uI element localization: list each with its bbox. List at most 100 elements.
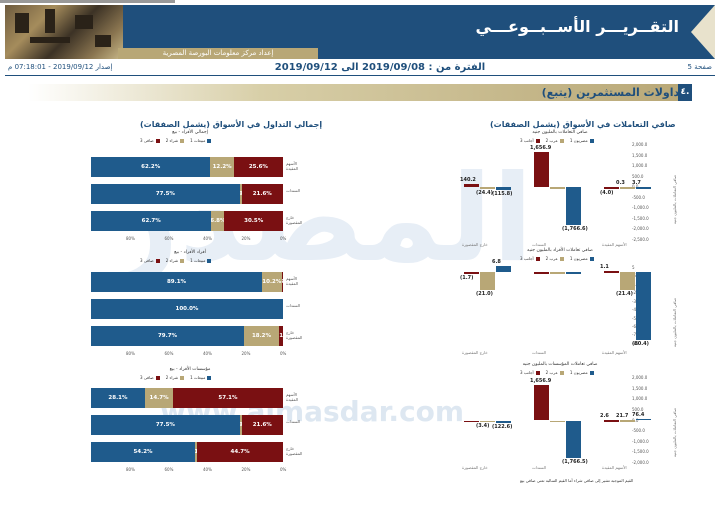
bar-segment-net: 0.7% [281, 272, 283, 292]
y-axis-tick: 0.0 [632, 184, 658, 189]
bar-segment-net: 30.5% [224, 211, 283, 231]
bar-segment-sell: 79.7% [91, 326, 245, 346]
y-axis-title: صافي التعاملات بالمليون جنيه [672, 408, 677, 458]
net-column-arabs [550, 272, 565, 274]
zero-line [0, 1, 175, 2]
report-title: التقــريـــر الأســبــوعـــي [475, 17, 679, 36]
net-column-egyptians [636, 272, 651, 340]
column-value-label: (115.8) [492, 190, 513, 197]
legend-item: مصريون 1 [570, 370, 594, 375]
category-label: خارج المقصورة [462, 242, 488, 247]
right-chart-subtitle: صافي التعاملات بالمليون جنيه [532, 130, 588, 135]
y-axis-tick: -500.0 [632, 428, 645, 434]
net-column-foreigners [464, 272, 479, 274]
net-column-foreigners [604, 420, 619, 422]
y-axis-tick: -1,000.0 [632, 205, 649, 211]
bar-row-label: الأسهم المقيدة [286, 276, 299, 286]
net-column-foreigners [534, 385, 549, 421]
legend-item: أجانب 3 [520, 370, 540, 375]
legend-item: عرب 2 [546, 138, 564, 143]
legend-item: شراء 2 [166, 138, 185, 143]
net-column-egyptians [566, 187, 581, 225]
stacked-bar-row: 28.1% 14.7% 57.1% [91, 388, 283, 408]
legend-swatch [559, 139, 564, 143]
legend-item: أجانب 3 [520, 256, 540, 261]
bar-row-label: الأسهم المقيدة [286, 392, 299, 402]
axis-tick-label: 20% [241, 467, 251, 472]
left-chart-legend: صافى 3 شراء 2 مبيعات 1 [140, 375, 212, 380]
y-axis-tick: -1,000.0 [632, 438, 649, 444]
legend-item: عرب 2 [546, 370, 564, 375]
bar-segment-net: 25.6% [233, 157, 283, 177]
y-axis-tick: 2,000.0 [632, 142, 648, 147]
legend-item: مصريون 1 [570, 256, 594, 261]
legend-swatch [155, 139, 160, 143]
legend-item: أجانب 3 [520, 138, 540, 143]
stacked-bar-row: 77.5%0.9%21.6% [91, 184, 283, 204]
column-value-label: (1,766.5) [562, 459, 588, 466]
net-column-egyptians [636, 418, 651, 421]
stacked-bar-row: 79.7%18.2%2.1% [91, 326, 283, 346]
y-axis-tick: 500.0 [632, 406, 644, 412]
bar-row-label: السندات [286, 188, 301, 193]
y-axis-tick: -85 [632, 340, 639, 346]
category-label: الأسهم المقيدة [602, 242, 627, 247]
legend-item: مبيعات 1 [190, 375, 212, 380]
axis-tick-label: 60% [164, 351, 174, 356]
net-column-foreigners [604, 271, 619, 273]
column-value-label: 1.1 [600, 264, 609, 271]
stacked-bar-row: 62.7%6.8%30.5% [91, 211, 283, 231]
bar-segment-net: 21.6% [241, 184, 283, 204]
y-axis-tick: -35 [632, 299, 658, 304]
bar-segment-net: 44.7% [197, 442, 283, 462]
net-column-egyptians [566, 420, 581, 459]
column-value-label: 6.8 [492, 259, 501, 266]
column-value-label: (4.0) [600, 189, 614, 196]
bar-segment-sell: 54.2% [91, 442, 196, 462]
bar-row-label: السندات [286, 419, 301, 424]
legend-item: صافى 3 [140, 375, 160, 380]
stacked-bar-row: 89.1%10.2%0.7% [91, 272, 283, 292]
stacked-bar-row: 54.2%1.1%44.7% [91, 442, 283, 462]
report-subtitle: إعداد مركز معلومات البورصة المصرية [118, 48, 318, 59]
legend-swatch [155, 259, 160, 263]
bar-segment-net: 21.6% [241, 415, 283, 435]
left-chart-subtitle: إجمالي الأفراد - بيع [172, 130, 208, 135]
column-value-label: (21.4) [616, 291, 633, 298]
bar-segment-sell: 62.2% [91, 157, 211, 177]
bar-segment-buy: 0.9% [239, 184, 242, 204]
y-axis-tick: -1,500.0 [632, 215, 649, 221]
bar-segment-sell: 89.1% [91, 272, 263, 292]
net-column-foreigners [534, 272, 549, 274]
legend-swatch [589, 139, 594, 143]
legend-item: شراء 2 [166, 258, 185, 263]
bar-segment-sell: 100.0% [91, 299, 283, 319]
column-value-label: (1,766.6) [562, 225, 588, 232]
column-value-label: 140.2 [460, 177, 476, 184]
y-axis-title: صافي التعاملات بالمليون جنيه [672, 175, 677, 225]
axis-tick-label: 60% [164, 467, 174, 472]
net-column-arabs [550, 420, 565, 422]
y-axis-tick: -1,500.0 [632, 449, 649, 455]
column-value-label: (122.6) [492, 424, 513, 431]
axis-tick-label: 80% [126, 467, 135, 472]
bar-segment-sell: 28.1% [91, 388, 145, 408]
right-chart-legend: أجانب 3 عرب 2 مصريون 1 [520, 256, 594, 261]
axis-tick-label: 80% [126, 351, 135, 356]
legend-swatch [207, 259, 212, 263]
axis-tick-label: 60% [164, 236, 174, 241]
stacked-bar-row: 62.2% 12.2% 25.6% [91, 157, 283, 177]
legend-item: صافى 3 [140, 258, 160, 263]
axis-tick-label: 20% [241, 236, 251, 241]
y-axis-tick: -75 [632, 332, 658, 337]
left-panel-title: إجمالي التداول في الأسواق (يشمل الصفقات) [140, 120, 323, 129]
bar-segment-buy: 1.1% [195, 442, 198, 462]
right-chart-subtitle: صافي تعاملات المؤسسات بالمليون جنيه [522, 362, 598, 367]
y-axis-tick: -15 [632, 282, 658, 287]
right-chart-subtitle: صافي تعاملات الأفراد بالمليون جنيه [527, 248, 593, 253]
axis-tick-label: 0% [280, 351, 287, 356]
column-value-label: (1.7) [460, 274, 474, 281]
net-column-foreigners [464, 184, 479, 188]
y-axis-tick: 0.0 [632, 418, 658, 423]
bar-row-label: خارج المقصورة [286, 330, 303, 340]
